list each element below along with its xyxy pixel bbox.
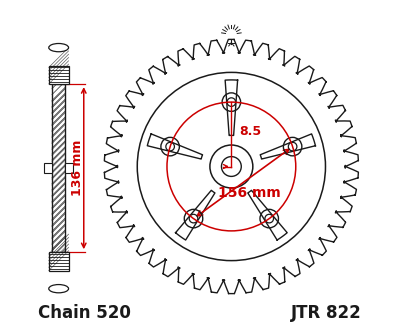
Bar: [49, 66, 68, 84]
Bar: [52, 84, 65, 252]
Text: 8.5: 8.5: [240, 125, 262, 138]
Text: 156 mm: 156 mm: [218, 186, 281, 200]
Ellipse shape: [49, 285, 68, 293]
Text: 136 mm: 136 mm: [71, 140, 84, 196]
Ellipse shape: [49, 44, 68, 52]
Text: Chain 520: Chain 520: [38, 304, 131, 322]
Bar: [44, 163, 52, 173]
Bar: [49, 252, 68, 270]
Bar: [65, 163, 73, 173]
Text: JTR 822: JTR 822: [291, 304, 362, 322]
